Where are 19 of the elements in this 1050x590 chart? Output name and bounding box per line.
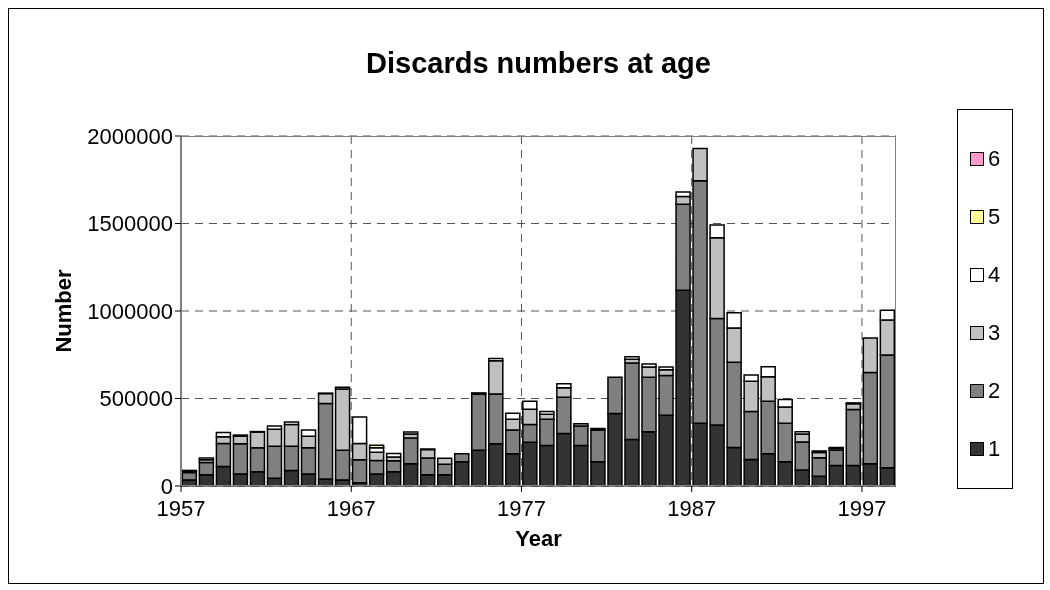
legend-label: 3 [988,320,1001,346]
legend-label: 5 [988,204,1001,230]
y-tick-label: 500000 [99,386,173,412]
x-tick-label: 1967 [326,496,376,521]
x-tick-label: 1977 [497,496,546,521]
y-tick-label: 0 [160,473,173,499]
legend-label: 1 [988,436,1001,462]
y-tick-label: 2000000 [87,123,173,149]
legend-label: 2 [988,378,1001,404]
y-tick-label: 1000000 [87,298,173,324]
x-tick-label: 1997 [837,496,887,521]
x-tick-label: 1987 [667,496,717,521]
legend-label: 6 [988,146,1001,172]
legend-label: 4 [988,262,1001,288]
y-axis-title: Number [50,269,76,353]
x-axis-title: Year [515,526,563,551]
chart-title: Discards numbers at age [365,47,712,80]
x-tick-label: 1957 [156,496,206,521]
y-tick-label: 1500000 [87,211,173,237]
